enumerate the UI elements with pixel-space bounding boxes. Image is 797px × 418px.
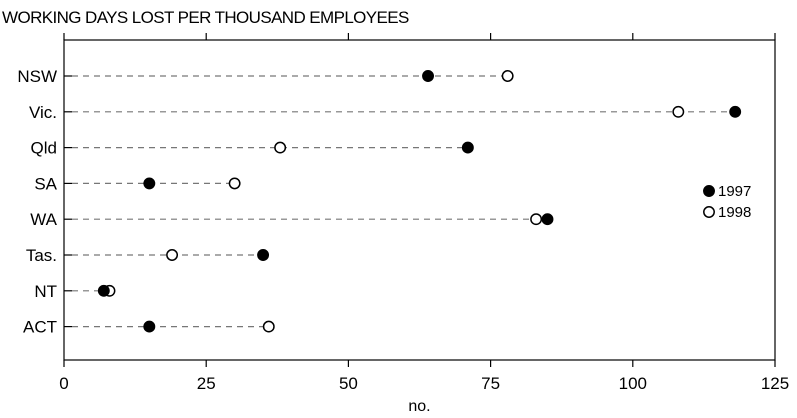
category-label: Qld <box>31 139 57 158</box>
point-1997-tas <box>257 249 270 261</box>
category-label: NT <box>34 282 57 301</box>
category-label: Vic. <box>29 103 57 122</box>
point-1997-wa <box>541 213 554 226</box>
point-1997-vic <box>729 105 742 118</box>
category-label: WA <box>30 210 57 229</box>
x-tick-label: 125 <box>761 374 789 393</box>
point-1997-nsw <box>422 70 434 82</box>
category-label: Tas. <box>26 246 57 265</box>
legend-label-1998: 1998 <box>718 204 751 221</box>
x-axis-title: no. <box>408 398 430 415</box>
point-1997-act <box>143 320 156 333</box>
x-tick-label: 100 <box>619 374 647 393</box>
point-1997-qld <box>461 141 474 154</box>
point-1998-act <box>262 320 275 333</box>
point-1998-wa <box>530 213 543 226</box>
point-1998-tas <box>166 249 179 261</box>
point-1998-qld <box>274 141 287 154</box>
point-1998-sa <box>228 177 241 190</box>
point-1998-vic <box>672 105 685 118</box>
legend-label-1997: 1997 <box>718 183 751 200</box>
point-1997-sa <box>143 177 156 190</box>
category-label: NSW <box>17 67 57 86</box>
x-tick-label: 75 <box>481 374 500 393</box>
x-tick-label: 25 <box>197 374 216 393</box>
point-1998-nsw <box>501 70 514 82</box>
legend-marker-1997 <box>703 185 715 197</box>
category-label: SA <box>34 174 57 193</box>
plot-frame <box>63 39 776 361</box>
chart-title: WORKING DAYS LOST PER THOUSAND EMPLOYEES <box>2 8 409 27</box>
x-tick-label: 50 <box>339 374 358 393</box>
x-tick-label: 0 <box>59 374 68 393</box>
category-label: ACT <box>23 318 57 337</box>
legend-marker-1998 <box>703 206 715 218</box>
point-1997-nt <box>97 284 110 297</box>
